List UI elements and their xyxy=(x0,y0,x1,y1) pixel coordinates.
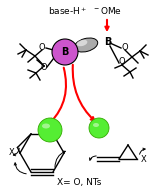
Ellipse shape xyxy=(77,40,87,46)
Ellipse shape xyxy=(74,38,98,52)
Text: O: O xyxy=(39,43,45,53)
Text: $^-$OMe: $^-$OMe xyxy=(92,5,122,16)
Text: B: B xyxy=(104,37,112,47)
Text: X: X xyxy=(141,154,147,163)
Circle shape xyxy=(89,118,109,138)
Text: base-H$^+$: base-H$^+$ xyxy=(48,5,88,17)
Text: X= O, NTs: X= O, NTs xyxy=(57,177,101,187)
Text: O: O xyxy=(41,63,47,71)
Circle shape xyxy=(52,39,78,65)
Text: O: O xyxy=(122,43,128,53)
Ellipse shape xyxy=(93,123,99,127)
Ellipse shape xyxy=(42,123,50,129)
Text: B: B xyxy=(61,47,69,57)
Circle shape xyxy=(38,118,62,142)
Text: O: O xyxy=(119,57,125,67)
Text: X: X xyxy=(9,148,14,157)
